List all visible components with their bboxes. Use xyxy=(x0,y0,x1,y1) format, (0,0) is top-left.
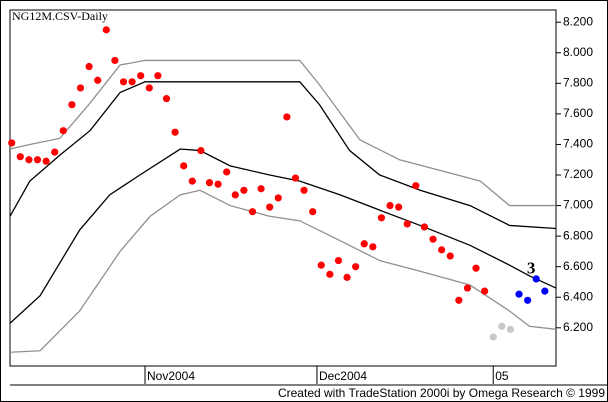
price-dot xyxy=(25,156,33,164)
price-dot xyxy=(343,273,351,281)
footer: Created with TradeStation 2000i by Omega… xyxy=(278,386,605,400)
band-line xyxy=(9,148,557,324)
price-dot xyxy=(532,275,540,283)
price-dot xyxy=(455,296,463,304)
price-dot xyxy=(283,113,291,121)
price-dot xyxy=(197,146,205,155)
price-dot xyxy=(506,325,515,333)
price-dot xyxy=(524,296,532,304)
price-dot xyxy=(541,287,549,295)
price-dot xyxy=(429,235,437,243)
price-dot xyxy=(360,240,368,248)
price-dot xyxy=(171,128,179,136)
price-dot xyxy=(489,333,497,341)
y-tick-label: 7.000 xyxy=(563,198,593,212)
price-dot xyxy=(438,246,446,254)
price-dot xyxy=(291,174,300,182)
price-dot xyxy=(300,186,308,194)
price-dot xyxy=(377,214,386,222)
price-dot xyxy=(85,62,93,71)
y-tick-label: 7.600 xyxy=(563,106,593,120)
price-dot xyxy=(33,156,42,164)
x-tick-label: 05 xyxy=(495,369,509,383)
price-dot xyxy=(386,201,394,210)
price-dot xyxy=(42,157,50,165)
price-dot xyxy=(274,194,282,202)
y-tick-label: 7.800 xyxy=(563,76,593,90)
price-dot xyxy=(145,84,153,92)
y-tick-label: 7.400 xyxy=(563,137,593,151)
price-dot xyxy=(352,263,360,271)
price-dot xyxy=(119,78,128,86)
price-dot xyxy=(188,177,196,185)
price-dot xyxy=(463,284,472,292)
chart-title: NG12M.CSV-Daily xyxy=(12,9,108,23)
price-dot xyxy=(481,287,489,295)
y-tick-label: 8.200 xyxy=(563,14,593,28)
price-dot xyxy=(412,182,420,190)
price-dot xyxy=(137,72,145,80)
price-dot xyxy=(111,56,119,65)
y-tick-label: 7.200 xyxy=(563,167,593,181)
price-dot xyxy=(248,208,257,216)
price-dot xyxy=(420,223,429,231)
x-tick-label: Nov2004 xyxy=(147,369,195,383)
annotation: 3 xyxy=(527,259,536,278)
plot-frame xyxy=(9,9,557,367)
price-dot xyxy=(257,185,265,193)
band-line xyxy=(9,81,557,230)
price-dot xyxy=(94,76,102,84)
price-dot xyxy=(128,78,136,86)
price-dot xyxy=(515,290,523,298)
price-dot xyxy=(498,322,506,330)
price-dot xyxy=(334,256,343,265)
price-dot xyxy=(59,127,67,135)
y-tick-label: 6.200 xyxy=(563,320,593,334)
price-dot xyxy=(205,179,214,187)
price-dot xyxy=(51,148,59,156)
price-dot xyxy=(102,26,110,34)
price-dot xyxy=(326,270,334,278)
price-dot xyxy=(214,180,222,188)
price-dot xyxy=(309,208,317,216)
price-dot xyxy=(403,220,411,228)
y-tick-label: 6.400 xyxy=(563,289,593,303)
price-dot xyxy=(8,139,16,147)
price-dot xyxy=(472,264,480,272)
price-dot xyxy=(162,95,171,103)
y-tick-label: 6.800 xyxy=(563,228,593,242)
price-dot xyxy=(395,203,403,211)
price-dot xyxy=(240,186,248,194)
price-dot xyxy=(16,153,24,161)
x-tick-label: Dec2004 xyxy=(319,369,367,383)
price-dot xyxy=(317,261,325,269)
price-dot xyxy=(154,72,162,80)
price-dot xyxy=(446,252,454,260)
price-dot xyxy=(76,84,85,92)
y-tick-label: 8.000 xyxy=(563,45,593,59)
price-dot xyxy=(68,101,76,109)
price-dot xyxy=(231,191,239,199)
price-dot xyxy=(180,162,188,170)
y-tick-label: 6.600 xyxy=(563,259,593,273)
price-dot xyxy=(266,203,274,211)
price-dot xyxy=(369,243,377,251)
price-dot xyxy=(223,168,231,176)
